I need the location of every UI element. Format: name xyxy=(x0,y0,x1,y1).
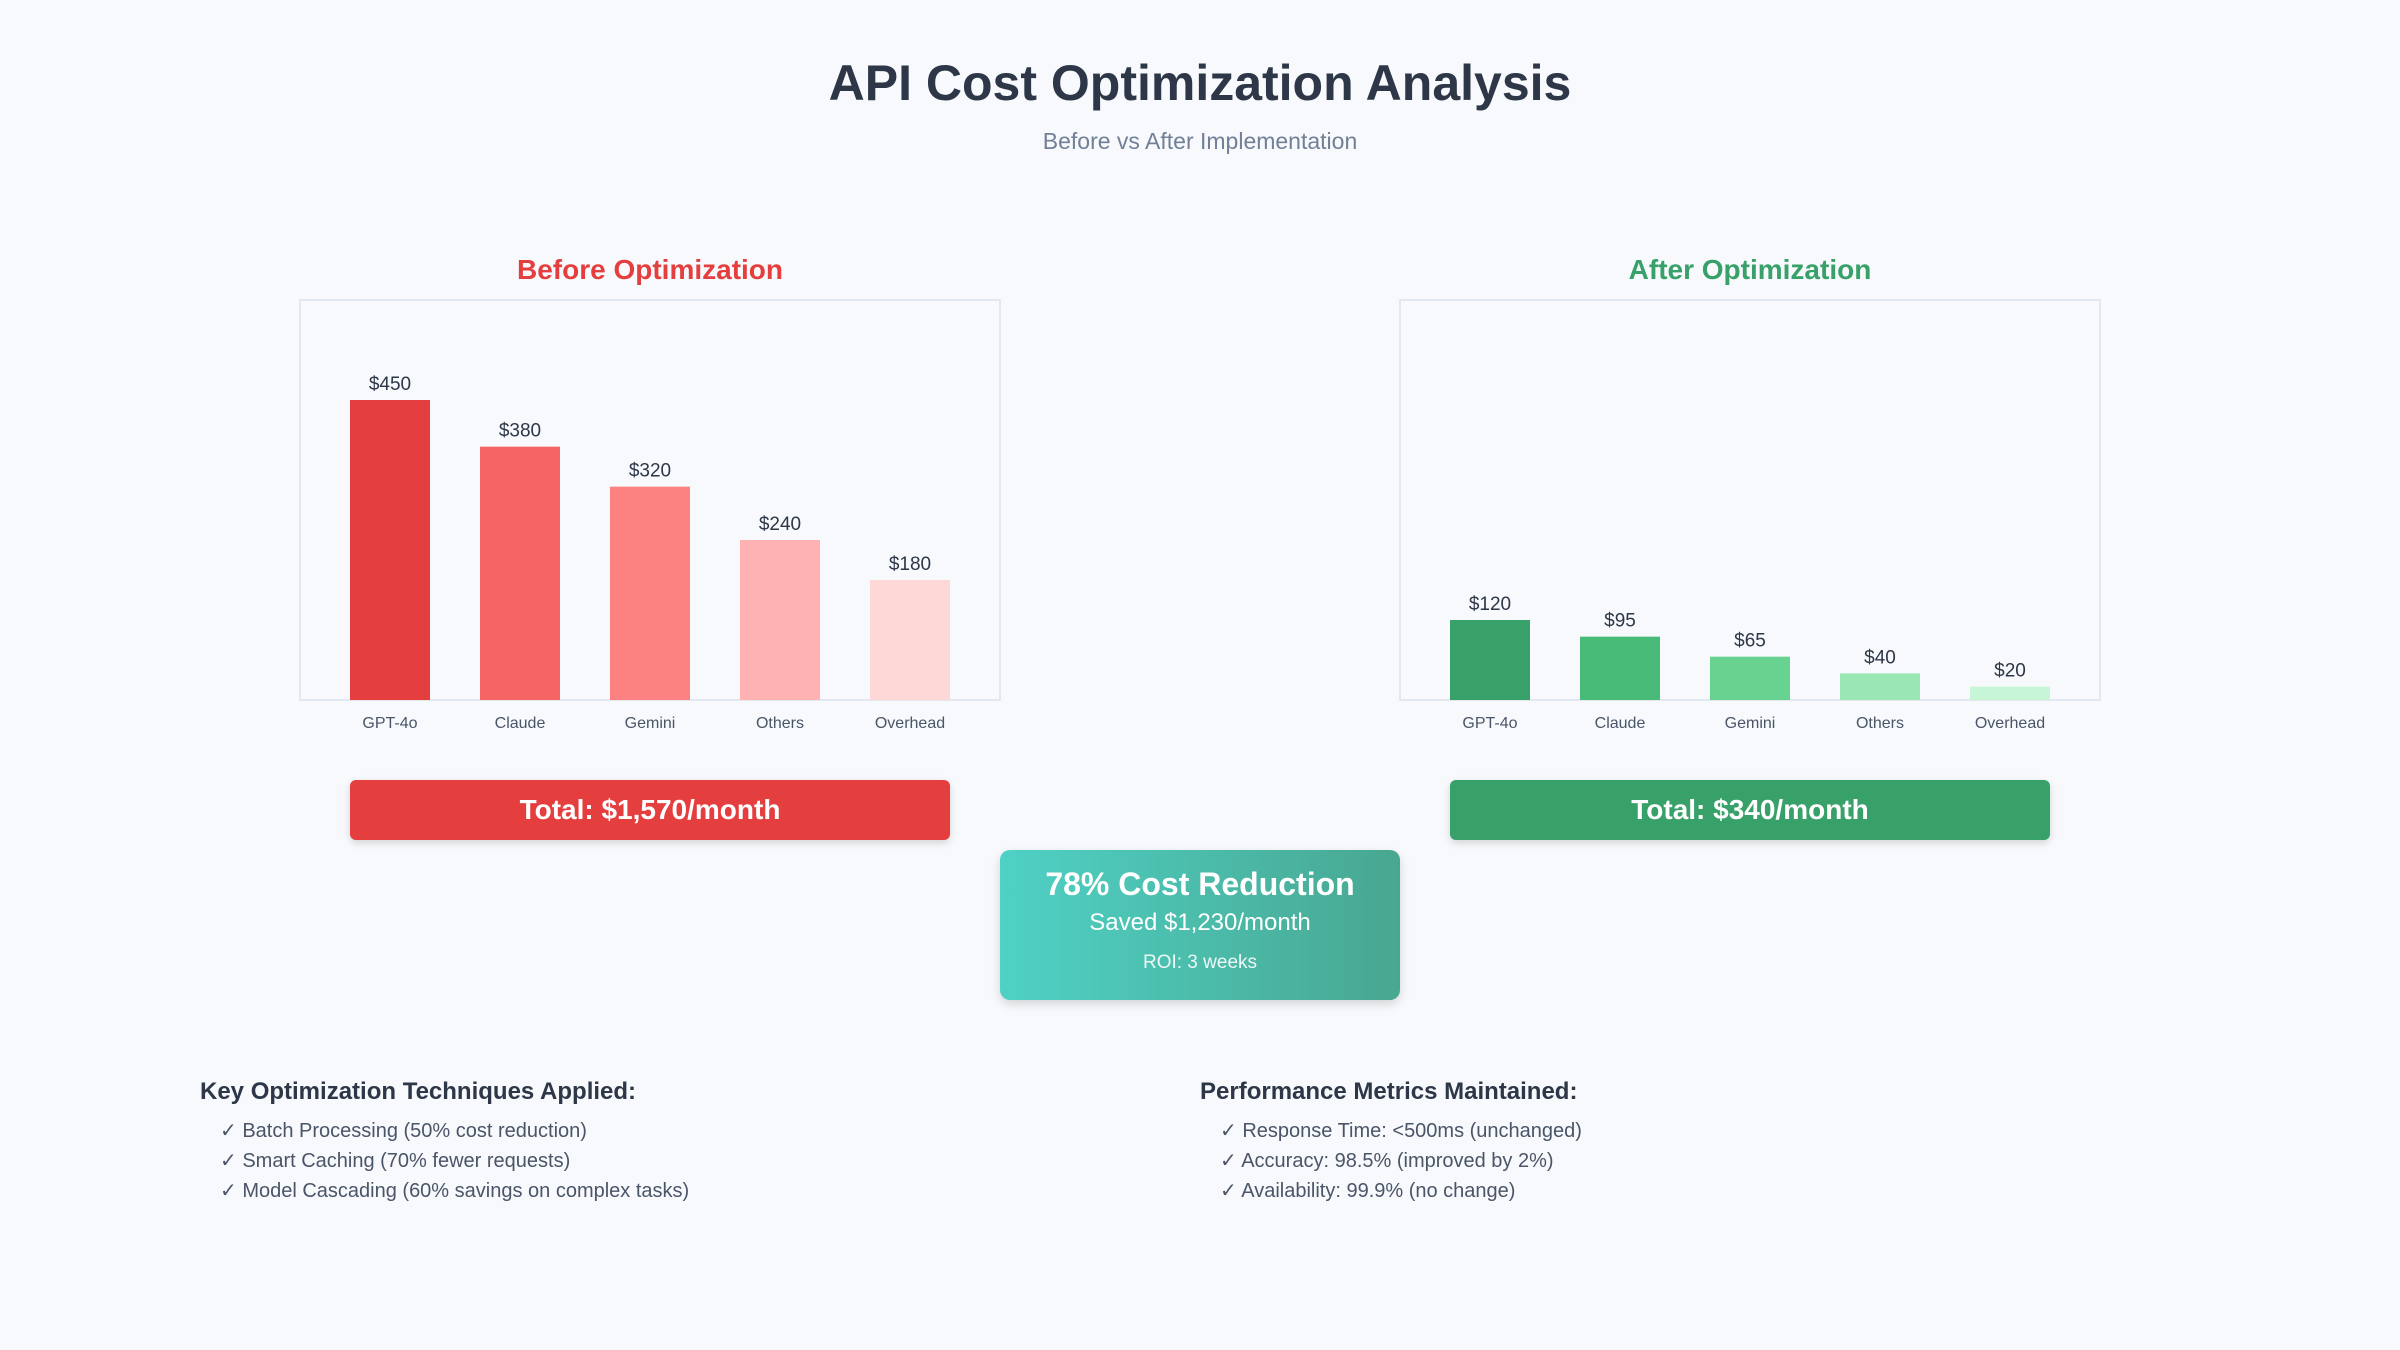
before-value-label: $320 xyxy=(629,461,671,482)
before-value-label: $240 xyxy=(759,514,801,535)
before-bar xyxy=(870,580,950,700)
after-value-label: $120 xyxy=(1469,594,1511,615)
before-bar xyxy=(740,540,820,700)
technique-item: ✓ Smart Caching (70% fewer requests) xyxy=(220,1150,571,1172)
after-bar xyxy=(1970,686,2050,700)
before-category-label: Claude xyxy=(495,715,546,732)
techniques-section: Key Optimization Techniques Applied: ✓ B… xyxy=(200,1076,689,1206)
before-bar xyxy=(480,446,560,700)
reduction-percentage: 78% Cost Reduction xyxy=(1045,866,1355,902)
before-value-label: $380 xyxy=(499,421,541,442)
after-category-label: Others xyxy=(1856,715,1904,732)
metrics-heading: Performance Metrics Maintained: xyxy=(1200,1078,1578,1105)
after-category-label: Claude xyxy=(1595,715,1646,732)
metric-item: ✓ Accuracy: 98.5% (improved by 2%) xyxy=(1220,1150,1554,1172)
metric-item: ✓ Availability: 99.9% (no change) xyxy=(1220,1180,1516,1202)
after-bar xyxy=(1710,656,1790,700)
page-subtitle: Before vs After Implementation xyxy=(1042,128,1358,154)
metrics-list: ✓ Response Time: <500ms (unchanged) ✓ Ac… xyxy=(1200,1116,1582,1206)
metrics-section: Performance Metrics Maintained: ✓ Respon… xyxy=(1200,1076,1582,1206)
before-category-label: Gemini xyxy=(625,715,676,732)
after-chart-title: After Optimization xyxy=(1628,254,1872,285)
after-category-label: Overhead xyxy=(1975,715,2045,732)
before-bar xyxy=(350,400,430,700)
monthly-savings: Saved $1,230/month xyxy=(1089,909,1311,936)
after-total-banner: Total: $340/month xyxy=(1450,780,2050,840)
before-value-label: $450 xyxy=(369,374,411,395)
before-category-label: GPT-4o xyxy=(362,715,417,732)
before-bar-chart: $450 GPT-4o $380 Claude $320 Gemini $240 Others… xyxy=(299,299,1001,732)
after-bar xyxy=(1580,636,1660,700)
before-value-label: $180 xyxy=(889,554,931,575)
after-category-label: GPT-4o xyxy=(1462,715,1517,732)
after-value-label: $65 xyxy=(1734,631,1766,652)
before-category-label: Others xyxy=(756,715,804,732)
techniques-heading: Key Optimization Techniques Applied: xyxy=(200,1078,637,1105)
before-bar xyxy=(610,486,690,700)
technique-item: ✓ Model Cascading (60% savings on comple… xyxy=(220,1180,690,1202)
roi-text: ROI: 3 weeks xyxy=(1142,952,1258,973)
after-bar-chart: $120 GPT-4o $95 Claude $65 Gemini $40 Others $20… xyxy=(1399,299,2101,732)
after-value-label: $95 xyxy=(1604,611,1636,632)
page-title: API Cost Optimization Analysis xyxy=(828,55,1572,111)
after-value-label: $40 xyxy=(1864,647,1896,668)
before-total-banner: Total: $1,570/month xyxy=(350,780,950,840)
after-bar xyxy=(1450,620,1530,700)
cost-reduction-card: 78% Cost Reduction Saved $1,230/month RO… xyxy=(1000,850,1400,1000)
after-value-label: $20 xyxy=(1994,661,2026,682)
technique-item: ✓ Batch Processing (50% cost reduction) xyxy=(220,1120,587,1142)
before-chart-title: Before Optimization xyxy=(516,254,783,285)
metric-item: ✓ Response Time: <500ms (unchanged) xyxy=(1220,1120,1582,1142)
techniques-list: ✓ Batch Processing (50% cost reduction) … xyxy=(200,1116,689,1206)
before-category-label: Overhead xyxy=(875,715,945,732)
after-category-label: Gemini xyxy=(1725,715,1776,732)
after-bar xyxy=(1840,673,1920,700)
